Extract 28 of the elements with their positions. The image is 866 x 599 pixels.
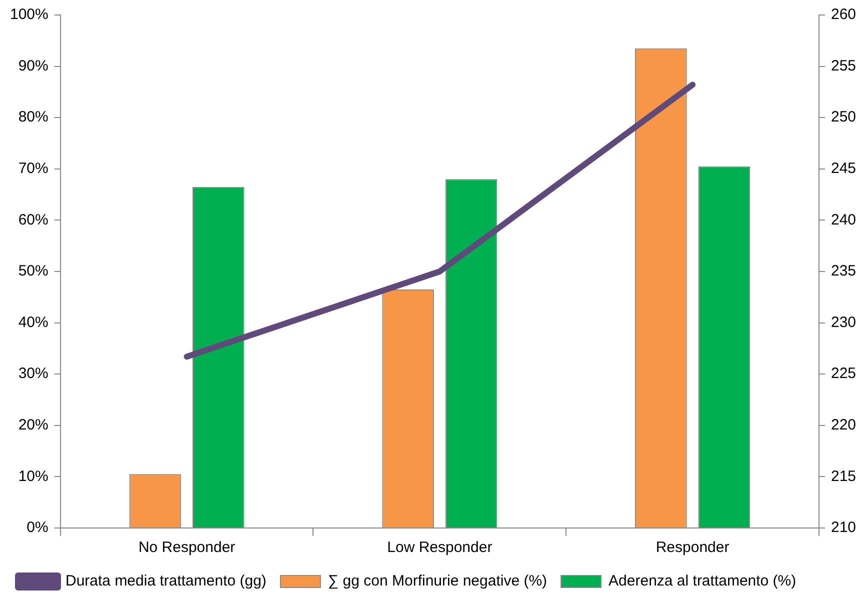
y2-tick-label: 225 <box>830 365 856 382</box>
y2-tick-label: 235 <box>830 262 856 280</box>
y2-tick-label: 255 <box>830 57 856 74</box>
y2-tick-label: 240 <box>830 211 856 228</box>
y-tick-label: 10% <box>18 468 48 485</box>
x-tick-label: No Responder <box>138 539 236 556</box>
y-tick-label: 80% <box>18 108 48 126</box>
y2-tick-label: 220 <box>830 416 856 434</box>
y-tick-label: 50% <box>18 262 48 280</box>
x-tick-label: Responder <box>656 539 730 556</box>
y-tick-label: 0% <box>26 519 48 536</box>
y2-tick-label: 250 <box>830 108 856 126</box>
y2-tick-label: 245 <box>830 160 856 178</box>
y-tick-label: 90% <box>18 57 48 74</box>
y-tick-label: 40% <box>18 314 48 331</box>
y2-tick-label: 260 <box>830 6 856 24</box>
y-tick-label: 60% <box>18 211 48 228</box>
legend-label: Durata media trattamento (gg) <box>66 572 266 590</box>
y2-tick-label: 210 <box>830 519 856 536</box>
y-tick-label: 100% <box>10 6 48 24</box>
legend-label: Aderenza al trattamento (%) <box>608 572 796 590</box>
x-tick-label: Low Responder <box>387 539 492 556</box>
legend-label: ∑ gg con Morfinurie negative (%) <box>328 572 548 590</box>
y2-tick-label: 230 <box>830 314 856 331</box>
y-tick-label: 20% <box>18 416 48 434</box>
y2-tick-label: 215 <box>830 468 856 485</box>
y-tick-label: 30% <box>18 365 48 382</box>
y-tick-label: 70% <box>18 160 48 178</box>
